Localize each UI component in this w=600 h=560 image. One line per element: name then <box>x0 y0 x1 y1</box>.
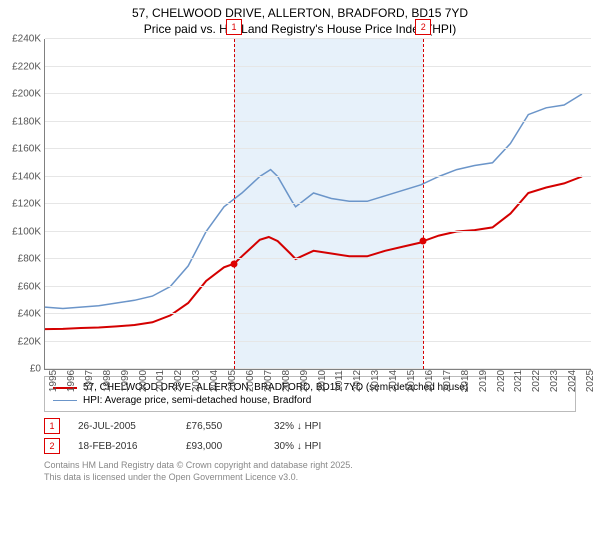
plot-region: £0£20K£40K£60K£80K£100K£120K£140K£160K£1… <box>44 39 591 370</box>
marker-price-2: £93,000 <box>186 441 256 452</box>
x-tick-label: 2022 <box>528 370 542 392</box>
marker-row-1: 1 26-JUL-2005 £76,550 32% ↓ HPI <box>44 416 576 436</box>
x-tick-label: 2001 <box>152 370 166 392</box>
x-tick-label: 1995 <box>45 370 59 392</box>
series-hpi <box>45 94 582 309</box>
x-tick-label: 1999 <box>117 370 131 392</box>
x-tick-label: 2010 <box>314 370 328 392</box>
x-tick-label: 2025 <box>582 370 596 392</box>
y-tick-label: £100K <box>12 226 45 237</box>
y-tick-label: £120K <box>12 199 45 210</box>
reference-line <box>234 39 235 369</box>
y-tick-label: £180K <box>12 116 45 127</box>
x-tick-label: 1997 <box>81 370 95 392</box>
x-tick-label: 2016 <box>421 370 435 392</box>
attribution-line-1: Contains HM Land Registry data © Crown c… <box>44 460 576 472</box>
x-tick-label: 2019 <box>475 370 489 392</box>
x-tick-label: 2017 <box>439 370 453 392</box>
x-tick-label: 2008 <box>278 370 292 392</box>
series-property_price <box>45 177 582 330</box>
marker-row-2: 2 18-FEB-2016 £93,000 30% ↓ HPI <box>44 436 576 456</box>
y-tick-label: £160K <box>12 144 45 155</box>
marker-diff-1: 32% ↓ HPI <box>274 421 321 432</box>
legend-label-hpi: HPI: Average price, semi-detached house,… <box>83 395 311 406</box>
y-tick-label: £40K <box>18 309 45 320</box>
legend-swatch-hpi <box>53 400 77 401</box>
y-tick-label: £80K <box>18 254 45 265</box>
y-tick-label: £240K <box>12 34 45 45</box>
x-tick-label: 2009 <box>296 370 310 392</box>
y-tick-label: £0 <box>30 364 45 375</box>
x-tick-label: 2002 <box>170 370 184 392</box>
x-tick-label: 2005 <box>224 370 238 392</box>
marker-date-1: 26-JUL-2005 <box>78 421 168 432</box>
x-tick-label: 2020 <box>493 370 507 392</box>
sale-point-marker <box>420 238 427 245</box>
chart-area: £0£20K£40K£60K£80K£100K£120K£140K£160K£1… <box>44 39 590 370</box>
chart-title: 57, CHELWOOD DRIVE, ALLERTON, BRADFORD, … <box>0 0 600 39</box>
x-tick-label: 1996 <box>63 370 77 392</box>
attribution-line-2: This data is licensed under the Open Gov… <box>44 472 576 484</box>
x-tick-label: 2011 <box>331 370 345 392</box>
title-line-1: 57, CHELWOOD DRIVE, ALLERTON, BRADFORD, … <box>0 6 600 22</box>
x-tick-label: 2004 <box>206 370 220 392</box>
reference-marker-label: 1 <box>226 19 242 35</box>
reference-marker-label: 2 <box>415 19 431 35</box>
title-line-2: Price paid vs. HM Land Registry's House … <box>0 22 600 38</box>
x-tick-label: 2023 <box>546 370 560 392</box>
x-tick-label: 2021 <box>510 370 524 392</box>
x-tick-label: 2018 <box>457 370 471 392</box>
x-tick-label: 2012 <box>349 370 363 392</box>
marker-price-1: £76,550 <box>186 421 256 432</box>
x-tick-label: 2013 <box>367 370 381 392</box>
attribution: Contains HM Land Registry data © Crown c… <box>44 460 576 483</box>
x-tick-label: 1998 <box>99 370 113 392</box>
marker-badge-1: 1 <box>44 418 60 434</box>
legend-item-hpi: HPI: Average price, semi-detached house,… <box>53 394 567 407</box>
x-tick-label: 2003 <box>188 370 202 392</box>
x-tick-label: 2000 <box>135 370 149 392</box>
x-tick-label: 2006 <box>242 370 256 392</box>
y-tick-label: £140K <box>12 171 45 182</box>
x-tick-label: 2015 <box>403 370 417 392</box>
sale-point-marker <box>231 260 238 267</box>
y-tick-label: £60K <box>18 281 45 292</box>
x-tick-label: 2024 <box>564 370 578 392</box>
x-tick-label: 2007 <box>260 370 274 392</box>
marker-date-2: 18-FEB-2016 <box>78 441 168 452</box>
marker-badge-2: 2 <box>44 438 60 454</box>
reference-line <box>423 39 424 369</box>
marker-diff-2: 30% ↓ HPI <box>274 441 321 452</box>
y-tick-label: £20K <box>18 336 45 347</box>
x-tick-label: 2014 <box>385 370 399 392</box>
marker-table: 1 26-JUL-2005 £76,550 32% ↓ HPI 2 18-FEB… <box>44 416 576 456</box>
y-tick-label: £200K <box>12 89 45 100</box>
y-tick-label: £220K <box>12 61 45 72</box>
chart-svg <box>45 39 591 369</box>
